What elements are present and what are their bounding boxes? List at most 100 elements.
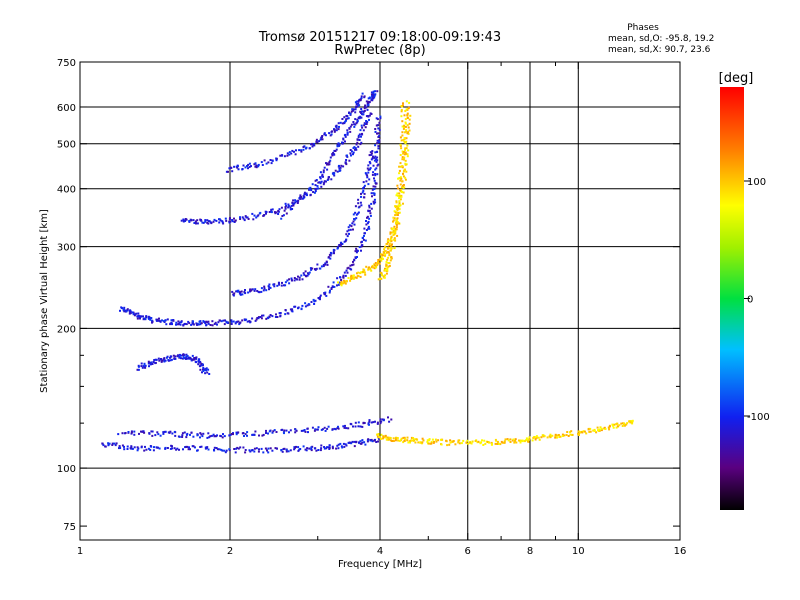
echo-point (404, 147, 407, 150)
echo-point (302, 272, 305, 275)
echo-point (355, 143, 358, 146)
echo-point (608, 425, 611, 428)
echo-point (347, 427, 350, 430)
echo-point (181, 434, 184, 437)
echo-point (290, 152, 293, 155)
echo-point (181, 436, 184, 438)
echo-point (233, 165, 236, 168)
echo-point (199, 361, 202, 364)
echo-point (368, 420, 371, 423)
echo-point (361, 191, 364, 194)
echo-point (362, 270, 364, 273)
echo-point (218, 448, 221, 451)
echo-point (185, 355, 188, 358)
echo-point (230, 320, 233, 323)
grid-lines (80, 62, 680, 540)
echo-point (130, 431, 133, 434)
echo-point (371, 98, 374, 101)
echo-point (355, 217, 358, 220)
echo-point (366, 176, 369, 179)
echo-point (301, 197, 304, 200)
echo-point (360, 116, 363, 119)
echo-point (327, 285, 330, 288)
echo-point (323, 446, 326, 448)
echo-point (520, 439, 523, 442)
echo-point (554, 436, 557, 439)
echo-point (193, 357, 196, 359)
echo-point (363, 124, 366, 127)
echo-point (367, 225, 370, 228)
echo-point (330, 287, 333, 289)
echo-point (224, 319, 226, 322)
echo-point (405, 100, 408, 103)
echo-point (190, 323, 193, 326)
echo-point (205, 367, 208, 370)
echo-point (192, 445, 195, 448)
echo-point (123, 310, 126, 313)
echo-point (364, 126, 367, 129)
echo-point (241, 168, 244, 170)
echo-point (280, 284, 283, 287)
echo-point (365, 120, 368, 122)
echo-point (129, 309, 132, 312)
echo-point (404, 162, 407, 165)
echo-point (358, 133, 361, 136)
echo-point (377, 127, 380, 130)
echo-point (396, 217, 399, 220)
echo-point (406, 117, 409, 119)
echo-point (123, 445, 125, 448)
echo-point (358, 104, 361, 107)
echo-point (384, 245, 386, 248)
echo-point (346, 230, 349, 233)
echo-point (350, 276, 352, 279)
echo-point (346, 154, 348, 157)
echo-point (372, 90, 375, 93)
echo-point (271, 208, 274, 211)
echo-point (136, 446, 139, 449)
echo-point (255, 216, 258, 219)
echo-point (356, 120, 359, 122)
echo-points (101, 90, 634, 454)
echo-point (337, 443, 340, 446)
y-tick-label: 100 (57, 464, 76, 475)
echo-point (392, 238, 395, 241)
echo-point (538, 438, 541, 441)
echo-point (400, 109, 403, 111)
echo-point (199, 432, 202, 435)
echo-point (208, 436, 211, 439)
echo-point (371, 173, 374, 176)
echo-point (395, 194, 398, 197)
echo-point (222, 319, 225, 322)
echo-point (404, 142, 407, 145)
echo-point (392, 219, 395, 222)
echo-point (534, 438, 537, 441)
echo-point (176, 355, 179, 358)
echo-point (350, 154, 352, 157)
echo-point (490, 443, 493, 446)
echo-point (204, 447, 207, 450)
echo-point (395, 200, 398, 203)
echo-point (354, 205, 357, 208)
echo-point (407, 132, 410, 135)
echo-point (380, 259, 383, 262)
echo-point (236, 446, 239, 449)
echo-point (318, 140, 321, 143)
echo-point (274, 316, 277, 318)
echo-point (394, 205, 397, 208)
echo-point (323, 132, 326, 135)
echo-point (323, 133, 326, 136)
echo-point (404, 149, 406, 151)
echo-point (598, 428, 601, 431)
echo-point (394, 437, 397, 440)
echo-point (519, 441, 522, 444)
echo-point (331, 172, 334, 175)
echo-point (186, 355, 189, 357)
echo-point (260, 317, 263, 320)
echo-point (363, 234, 365, 237)
echo-point (592, 429, 595, 432)
echo-point (229, 220, 232, 223)
echo-point (185, 218, 188, 221)
echo-point (147, 447, 150, 450)
